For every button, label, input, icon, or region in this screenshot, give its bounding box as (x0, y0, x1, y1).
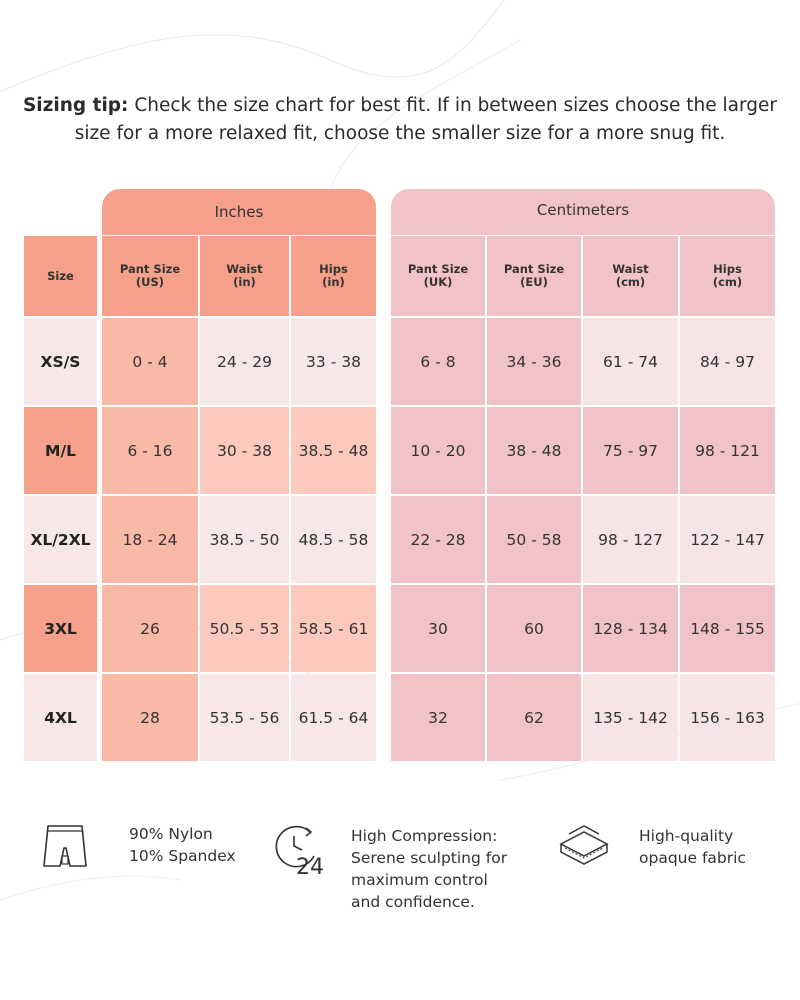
table-cell: 48.5 - 58 (291, 496, 376, 583)
table-cell: 58.5 - 61 (291, 585, 376, 672)
table-cell: 34 - 36 (487, 318, 581, 405)
table-cell: 50.5 - 53 (200, 585, 289, 672)
size-label: XL/2XL (24, 496, 97, 583)
table-cell: 61.5 - 64 (291, 674, 376, 761)
table-cell: 128 - 134 (583, 585, 678, 672)
feature-fabric: High-quality opaque fabric (639, 825, 746, 869)
size-label: 4XL (24, 674, 97, 761)
table-cell: 22 - 28 (391, 496, 485, 583)
feature-line: opaque fabric (639, 849, 746, 867)
table-cell: 6 - 16 (102, 407, 198, 494)
feature-line: High Compression: (351, 827, 498, 845)
feature-line: and confidence. (351, 893, 475, 911)
size-label: M/L (24, 407, 97, 494)
table-cell: 61 - 74 (583, 318, 678, 405)
table-cell: 53.5 - 56 (200, 674, 289, 761)
table-cell: 18 - 24 (102, 496, 198, 583)
table-cell: 75 - 97 (583, 407, 678, 494)
table-cell: 30 (391, 585, 485, 672)
cm-column-header: Waist (cm) (583, 236, 678, 316)
svg-text:24: 24 (296, 855, 324, 880)
inches-group-header: Inches (102, 189, 376, 235)
size-label: XS/S (24, 318, 97, 405)
table-cell: 148 - 155 (680, 585, 775, 672)
table-cell: 6 - 8 (391, 318, 485, 405)
table-cell: 0 - 4 (102, 318, 198, 405)
size-column-header: Size (24, 236, 97, 316)
centimeters-group-header: Centimeters (391, 189, 775, 235)
table-cell: 62 (487, 674, 581, 761)
table-cell: 10 - 20 (391, 407, 485, 494)
clock-24-icon: 24 (275, 825, 324, 880)
table-cell: 24 - 29 (200, 318, 289, 405)
table-cell: 135 - 142 (583, 674, 678, 761)
cm-column-header: Pant Size (EU) (487, 236, 581, 316)
table-cell: 38.5 - 50 (200, 496, 289, 583)
fabric-layers-icon (559, 825, 609, 865)
feature-line: 10% Spandex (129, 847, 236, 865)
cm-column-header: Pant Size (UK) (391, 236, 485, 316)
table-cell: 50 - 58 (487, 496, 581, 583)
table-cell: 60 (487, 585, 581, 672)
feature-material: 90% Nylon 10% Spandex (129, 823, 236, 867)
table-cell: 84 - 97 (680, 318, 775, 405)
inches-column-header: Hips (in) (291, 236, 376, 316)
table-cell: 98 - 121 (680, 407, 775, 494)
feature-line: maximum control (351, 871, 488, 889)
cm-column-header: Hips (cm) (680, 236, 775, 316)
table-cell: 98 - 127 (583, 496, 678, 583)
sizing-tip-label: Sizing tip: (22, 95, 129, 116)
inches-column-header: Waist (in) (200, 236, 289, 316)
table-cell: 30 - 38 (200, 407, 289, 494)
table-cell: 32 (391, 674, 485, 761)
table-cell: 122 - 147 (680, 496, 775, 583)
shorts-icon (43, 825, 87, 867)
inches-column-header: Pant Size (US) (102, 236, 198, 316)
table-cell: 33 - 38 (291, 318, 376, 405)
size-label: 3XL (24, 585, 97, 672)
feature-line: High-quality (639, 827, 734, 845)
sizing-tip: Sizing tip: Check the size chart for bes… (20, 92, 780, 148)
table-cell: 26 (102, 585, 198, 672)
feature-compression: High Compression: Serene sculpting for m… (351, 825, 507, 913)
table-cell: 28 (102, 674, 198, 761)
sizing-tip-text: Check the size chart for best fit. If in… (74, 95, 778, 144)
table-cell: 156 - 163 (680, 674, 775, 761)
table-cell: 38 - 48 (487, 407, 581, 494)
feature-line: Serene sculpting for (351, 849, 508, 867)
feature-line: 90% Nylon (129, 825, 213, 843)
table-cell: 38.5 - 48 (291, 407, 376, 494)
